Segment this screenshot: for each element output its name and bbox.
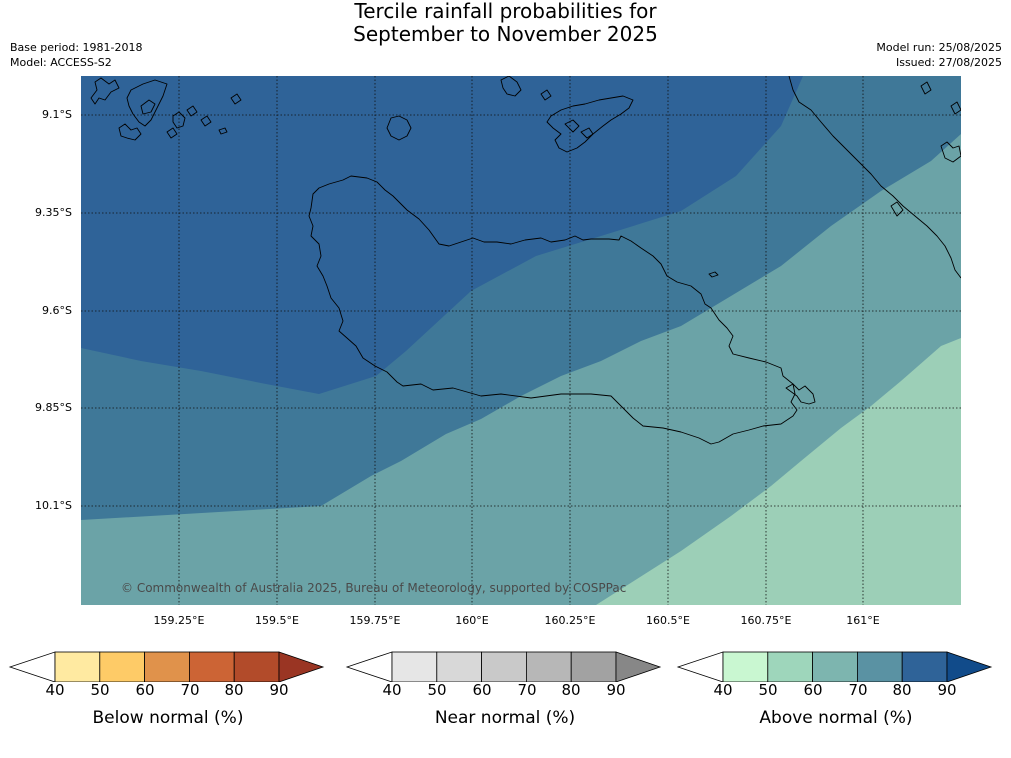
cb-tick: 80: [892, 681, 912, 699]
cb-tick: 70: [180, 681, 200, 699]
lon-tick: 160.75°E: [740, 614, 792, 627]
cb-swatch: [233, 651, 280, 682]
coastlines: [90, 76, 961, 445]
cb-tick: 90: [937, 681, 957, 699]
lon-tick: 159.5°E: [255, 614, 299, 627]
lat-tick: 9.85°S: [35, 401, 72, 414]
issued-date: Issued: 27/08/2025: [895, 56, 1002, 69]
cb-swatch: [391, 651, 438, 682]
cb-tick: 60: [135, 681, 155, 699]
cb-swatch: [812, 651, 858, 682]
cb-swatch: [99, 651, 146, 682]
guadalcanal-coast: [308, 175, 798, 445]
colorbar-near-normal: 40 50 60 70 80 90 Near normal (%): [345, 648, 665, 738]
colorbar-title: Below normal (%): [92, 708, 244, 728]
cb-swatch: [54, 651, 101, 682]
cb-extend-min: [345, 651, 393, 682]
lat-tick: 9.35°S: [35, 206, 72, 219]
colorbar-title: Above normal (%): [759, 708, 913, 728]
copyright-text: © Commonwealth of Australia 2025, Bureau…: [121, 581, 626, 595]
zone-above-80: [81, 76, 803, 394]
colorbar-below-normal-swatches: [8, 651, 325, 682]
florida-islands-coast: [500, 76, 522, 97]
cb-tick: 50: [427, 681, 447, 699]
map-title: Tercile rainfall probabilities for Septe…: [0, 0, 1011, 46]
cb-swatch: [188, 651, 235, 682]
lon-tick: 159.25°E: [153, 614, 205, 627]
russell-islands-coast: [90, 77, 120, 105]
small-island: [386, 115, 412, 141]
cb-extend-max: [278, 651, 325, 682]
cb-extend-max: [946, 651, 993, 682]
cb-tick: 50: [90, 681, 110, 699]
cb-extend-min: [8, 651, 56, 682]
lon-tick: 160.5°E: [646, 614, 690, 627]
cb-tick: 70: [517, 681, 537, 699]
colorbar-above-normal-swatches: [676, 651, 993, 682]
lat-tick: 10.1°S: [35, 499, 72, 512]
colorbar-title: Near normal (%): [434, 708, 576, 728]
cb-extend-max: [615, 651, 662, 682]
lon-tick: 160°E: [455, 614, 489, 627]
cb-tick: 90: [269, 681, 289, 699]
title-line-1: Tercile rainfall probabilities for: [354, 0, 657, 23]
lon-tick: 160.25°E: [544, 614, 596, 627]
zone-above-50: [596, 338, 961, 605]
cb-swatch: [722, 651, 769, 682]
lon-tick: 161°E: [846, 614, 880, 627]
cb-swatch: [144, 651, 190, 682]
model-run: Model run: 25/08/2025: [876, 41, 1002, 54]
cb-swatch: [436, 651, 483, 682]
cb-tick: 80: [561, 681, 581, 699]
cb-tick: 40: [382, 681, 402, 699]
cb-swatch: [901, 651, 948, 682]
colorbar-near-normal-swatches: [345, 651, 662, 682]
cb-tick: 80: [224, 681, 244, 699]
model-name: Model: ACCESS-S2: [10, 56, 112, 69]
meta-right: Model run: 25/08/2025 Issued: 27/08/2025: [876, 40, 1002, 70]
base-period: Base period: 1981-2018: [10, 41, 143, 54]
cb-swatch: [481, 651, 527, 682]
cb-tick: 60: [803, 681, 823, 699]
cb-swatch: [525, 651, 572, 682]
cb-tick: 70: [848, 681, 868, 699]
title-line-2: September to November 2025: [353, 22, 658, 46]
cb-extend-min: [676, 651, 724, 682]
cb-swatch: [856, 651, 903, 682]
lat-tick: 9.6°S: [42, 304, 72, 317]
cb-tick: 40: [713, 681, 733, 699]
cb-tick: 60: [472, 681, 492, 699]
colorbar-above-normal: 40 50 60 70 80 90 Above normal (%): [676, 648, 996, 738]
graticule: [81, 76, 961, 605]
meta-left: Base period: 1981-2018 Model: ACCESS-S2: [10, 40, 142, 70]
cb-swatch: [570, 651, 617, 682]
cb-tick: 90: [606, 681, 626, 699]
cb-swatch: [767, 651, 814, 682]
lon-tick: 159.75°E: [349, 614, 401, 627]
cb-tick: 40: [45, 681, 65, 699]
colorbar-below-normal: 40 50 60 70 80 90 Below normal (%): [8, 648, 328, 738]
cb-tick: 50: [758, 681, 778, 699]
lat-tick: 9.1°S: [42, 108, 72, 121]
malaita-coast: [788, 76, 961, 279]
probability-map: © Commonwealth of Australia 2025, Bureau…: [81, 76, 961, 605]
